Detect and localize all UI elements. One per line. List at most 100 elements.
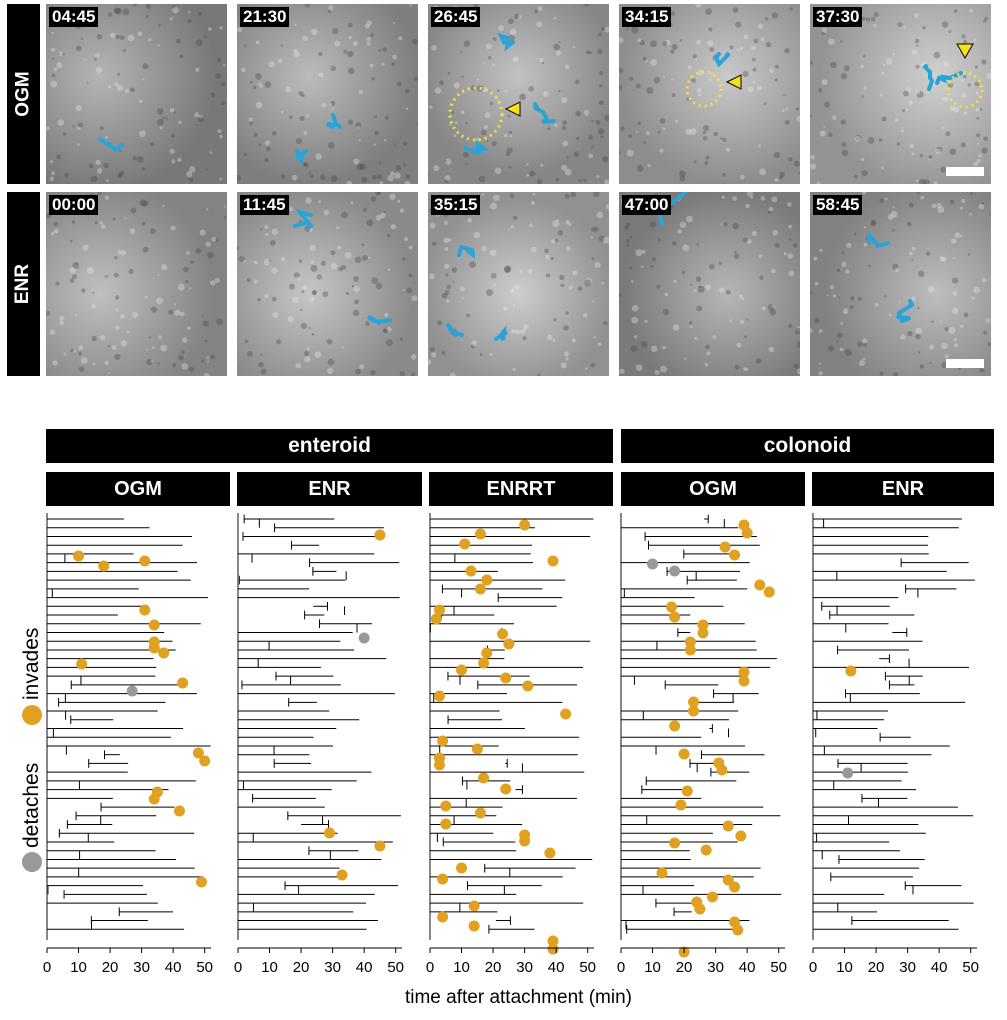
x-tick-label: 40 <box>931 959 948 976</box>
panel-header-enteroid-ogm: OGM <box>46 472 230 506</box>
invade-event-marker <box>374 529 386 541</box>
invade-event-marker <box>845 665 857 677</box>
invade-event-marker <box>522 680 534 692</box>
timestamp-label: 04:45 <box>49 7 99 27</box>
group-header-colonoid: colonoid <box>621 429 994 463</box>
timestamp-label: 58:45 <box>813 195 863 215</box>
detach-event-marker <box>647 558 659 570</box>
invade-event-marker <box>139 555 151 567</box>
timestamp-label: 11:45 <box>240 195 289 215</box>
invade-event-marker <box>437 735 449 747</box>
x-tick-label: 10 <box>261 959 278 976</box>
detach-event-marker <box>669 565 681 577</box>
invade-event-marker <box>684 636 696 648</box>
invade-event-marker <box>519 835 531 847</box>
cell-track <box>445 322 464 337</box>
invade-event-marker <box>437 873 449 885</box>
x-tick-label: 20 <box>676 959 693 976</box>
invade-event-marker <box>474 807 486 819</box>
invade-event-marker <box>481 647 493 659</box>
invade-event-marker <box>732 924 744 936</box>
cell-track <box>295 149 308 164</box>
invade-event-marker <box>437 911 449 923</box>
x-tick-label: 20 <box>868 959 885 976</box>
x-tick-label: 0 <box>809 959 817 976</box>
invade-event-marker <box>500 672 512 684</box>
cell-track <box>867 231 890 249</box>
timestamp-label: 34:15 <box>622 7 672 27</box>
x-tick-label: 30 <box>899 959 916 976</box>
micrograph-ogm-1: 04:45 <box>46 4 227 184</box>
invade-event-marker <box>544 847 556 859</box>
row-label-ogm: OGM <box>7 4 40 184</box>
x-tick-label: 10 <box>644 959 661 976</box>
x-tick-label: 40 <box>548 959 565 976</box>
cell-track <box>98 137 125 153</box>
timestamp-label: 35:15 <box>431 195 481 215</box>
x-tick-label: 10 <box>70 959 87 976</box>
invade-event-marker <box>158 647 170 659</box>
legend-detaches-marker <box>22 852 42 872</box>
x-tick-label: 40 <box>356 959 373 976</box>
invade-event-marker <box>196 876 208 888</box>
micrograph-enr-2: 11:45 <box>237 192 418 376</box>
invade-event-marker <box>560 708 572 720</box>
micrograph-enr-5: 58:45 <box>810 192 991 376</box>
x-tick-label: 50 <box>196 959 213 976</box>
invade-event-marker <box>754 579 766 591</box>
detach-event-marker <box>842 767 854 779</box>
detach-event-marker <box>126 685 138 697</box>
invade-event-marker <box>471 743 483 755</box>
cell-track <box>494 325 509 341</box>
invade-event-marker <box>192 747 204 759</box>
x-tick-label: 20 <box>485 959 502 976</box>
invade-event-marker <box>675 799 687 811</box>
invade-event-marker <box>719 541 731 553</box>
cell-track <box>896 299 915 324</box>
invade-event-marker <box>433 759 445 771</box>
yellow-dotted-circle <box>946 71 984 109</box>
invade-event-marker <box>706 891 718 903</box>
x-tick-label: 50 <box>579 959 596 976</box>
invade-event-marker <box>684 644 696 656</box>
x-tick-label: 50 <box>962 959 979 976</box>
invade-event-marker <box>440 800 452 812</box>
invade-event-marker <box>722 820 734 832</box>
invade-event-marker <box>481 574 493 586</box>
invade-event-marker <box>735 830 747 842</box>
invade-event-marker <box>669 837 681 849</box>
x-tick-label: 30 <box>516 959 533 976</box>
invade-event-marker <box>73 550 85 562</box>
invade-event-marker <box>547 555 559 567</box>
row-label-enr: ENR <box>7 192 40 376</box>
invade-event-marker <box>729 881 741 893</box>
timestamp-label: 21:30 <box>240 7 290 27</box>
invade-event-marker <box>503 638 515 650</box>
cell-track <box>922 64 935 91</box>
x-tick-label: 40 <box>165 959 182 976</box>
arrowhead-icon <box>725 74 742 90</box>
invade-event-marker <box>697 619 709 631</box>
x-tick-label: 10 <box>836 959 853 976</box>
x-tick-label: 20 <box>293 959 310 976</box>
x-tick-label: 30 <box>133 959 150 976</box>
arrowhead-icon <box>504 101 521 117</box>
micrograph-ogm-5: 37:30 <box>810 4 991 184</box>
invade-event-marker <box>694 903 706 915</box>
panel-header-colonoid-enr: ENR <box>812 472 994 506</box>
yellow-dotted-circle <box>448 86 504 142</box>
micrograph-enr-3: 35:15 <box>428 192 609 376</box>
x-tick-label: 0 <box>234 959 242 976</box>
timestamp-label: 37:30 <box>813 7 863 27</box>
invade-event-marker <box>678 748 690 760</box>
invade-event-marker <box>456 862 468 874</box>
invade-event-marker <box>547 943 559 955</box>
timestamp-label: 26:45 <box>431 7 481 27</box>
invade-event-marker <box>474 583 486 595</box>
x-tick-label: 30 <box>707 959 724 976</box>
micrograph-ogm-4: 34:15 <box>619 4 800 184</box>
yellow-dotted-circle <box>685 70 723 108</box>
x-tick-label: 50 <box>770 959 787 976</box>
panel-header-enteroid-enr: ENR <box>237 472 422 506</box>
